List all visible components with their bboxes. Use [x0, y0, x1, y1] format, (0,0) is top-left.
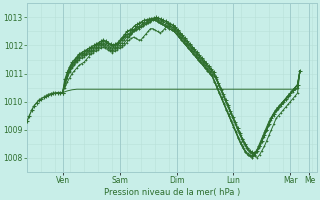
X-axis label: Pression niveau de la mer( hPa ): Pression niveau de la mer( hPa ) [104, 188, 240, 197]
